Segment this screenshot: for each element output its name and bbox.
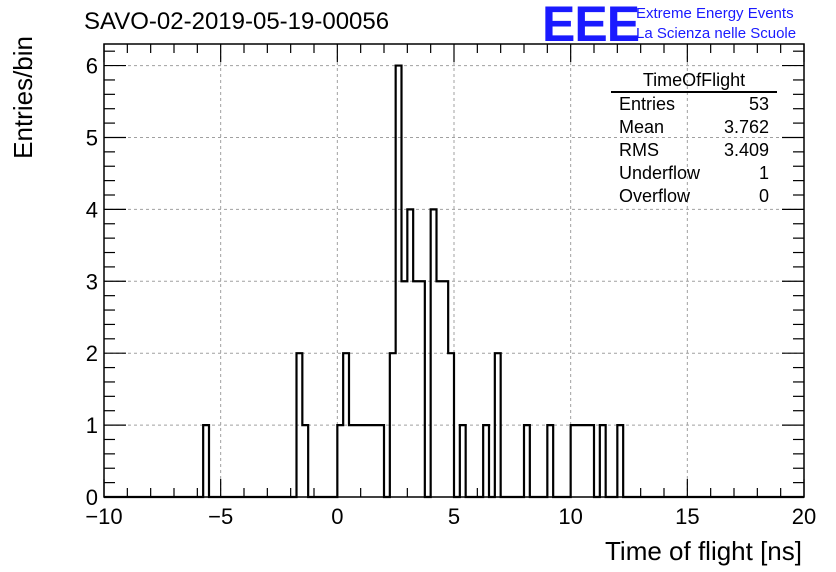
histogram-bin (355, 425, 361, 497)
y-tick-label: 2 (86, 341, 98, 366)
x-tick-label: 20 (792, 504, 816, 529)
stats-label: Underflow (619, 163, 701, 183)
histogram-bin (361, 425, 367, 497)
x-tick-label: 0 (331, 504, 343, 529)
x-axis-label: Time of flight [ns] (605, 536, 802, 566)
stats-label: Entries (619, 94, 676, 114)
histogram-bin (460, 425, 466, 497)
stats-label: RMS (619, 140, 659, 160)
histogram-bin (419, 281, 425, 497)
stats-box: TimeOfFlight Entries 53 Mean 3.762 RMS 3.409 U… (611, 69, 777, 208)
histogram-bin (337, 425, 343, 497)
histogram-bin (349, 425, 355, 497)
histogram-bin (588, 425, 594, 497)
histogram-bin (343, 353, 349, 497)
stats-value: 3.409 (723, 140, 769, 160)
y-tick-label: 1 (86, 413, 98, 438)
logo-line-2: La Scienza nelle Scuole (636, 25, 797, 42)
y-axis-label: Entries/bin (8, 36, 38, 159)
stats-value: 3.762 (723, 117, 769, 137)
stats-value: 0 (758, 186, 769, 206)
histogram-bin (390, 353, 396, 497)
histogram-bin (402, 281, 408, 497)
histogram-bin (571, 425, 577, 497)
stats-title: TimeOfFlight (611, 69, 777, 93)
axis-ticks (103, 44, 805, 498)
histogram-bin (582, 425, 588, 497)
stats-label: Overflow (619, 186, 691, 206)
histogram-bin (617, 425, 623, 497)
stats-rows: Entries 53 Mean 3.762 RMS 3.409 Underflow 1 Over… (611, 93, 777, 208)
histogram-bin (483, 425, 489, 497)
histogram-bin (297, 353, 303, 497)
run-title: SAVO-02-2019-05-19-00056 (84, 8, 390, 35)
histogram-bin (396, 66, 402, 497)
histogram-bin (203, 425, 209, 497)
stats-label: Mean (619, 117, 665, 137)
histogram-bin (302, 425, 308, 497)
logo-caption: Extreme Energy Events La Scienza nelle S… (636, 4, 796, 44)
histogram-bin (442, 281, 448, 497)
x-tick-label: 15 (675, 504, 699, 529)
histogram-bin (437, 281, 443, 497)
stats-value: 53 (748, 94, 769, 114)
stats-value: 1 (758, 163, 769, 183)
stats-row: Overflow 0 (611, 185, 777, 208)
histogram-bin (367, 425, 373, 497)
y-tick-label: 3 (86, 269, 98, 294)
histogram-bin (495, 353, 501, 497)
y-tick-label: 5 (86, 125, 98, 150)
eee-logo: EEE (542, 0, 640, 52)
histogram-bin (600, 425, 606, 497)
histogram-bin (547, 425, 553, 497)
y-tick-label: 4 (86, 197, 98, 222)
x-tick-label: 10 (558, 504, 582, 529)
histogram-bin (577, 425, 583, 497)
histogram-bin (431, 209, 437, 497)
histogram-bin (407, 209, 413, 497)
y-tick-label: 0 (86, 485, 98, 510)
x-tick-label: −5 (208, 504, 233, 529)
stats-row: Mean 3.762 (611, 116, 777, 139)
histogram-bin (524, 425, 530, 497)
stats-row: Underflow 1 (611, 162, 777, 185)
histogram-bin (378, 425, 384, 497)
x-tick-label: 5 (448, 504, 460, 529)
x-tick-label: −10 (85, 504, 122, 529)
histogram-bin (372, 425, 378, 497)
stats-row: Entries 53 (611, 93, 777, 116)
stats-row: RMS 3.409 (611, 139, 777, 162)
y-tick-label: 6 (86, 54, 98, 79)
logo-line-1: Extreme Energy Events (636, 5, 794, 22)
histogram-bin (448, 353, 454, 497)
histogram-bin (413, 281, 419, 497)
